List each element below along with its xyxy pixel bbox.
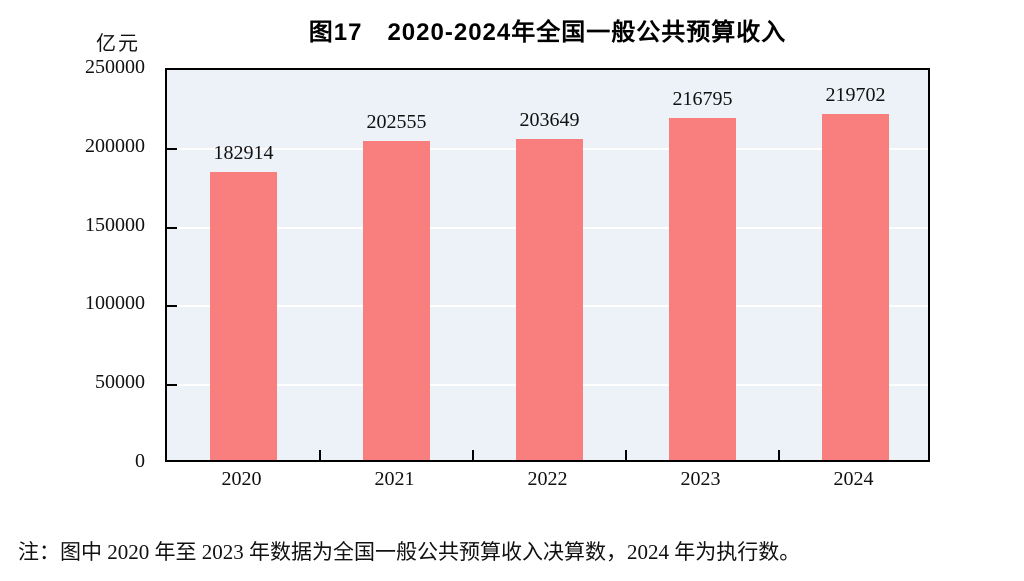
x-category-label: 2022: [527, 468, 568, 490]
x-tick-mark: [319, 450, 321, 460]
bar-value-label: 216795: [672, 88, 733, 111]
y-tick-label: 100000: [85, 292, 145, 315]
chart-title: 图17 2020-2024年全国一般公共预算收入: [308, 19, 787, 46]
x-axis: 2020 2021 2022 2023 2024: [165, 468, 930, 496]
x-category-label: 2023: [680, 468, 721, 490]
y-tick-mark: [167, 226, 177, 229]
y-axis-unit-label: 亿元: [96, 33, 140, 55]
x-tick-mark: [778, 450, 780, 460]
x-tick-mark: [625, 450, 627, 460]
bar: [669, 118, 736, 460]
y-tick-label: 150000: [85, 213, 145, 236]
bar-value-label: 202555: [366, 110, 427, 133]
x-category-label: 2021: [374, 468, 415, 490]
chart-footnote: 注：图中 2020 年至 2023 年数据为全国一般公共预算收入决算数，2024…: [18, 540, 801, 564]
plot-area: 182914 202555 203649 216795 219702: [165, 68, 930, 462]
bar: [516, 139, 583, 460]
y-tick-label: 200000: [85, 134, 145, 157]
y-tick-label: 250000: [85, 56, 145, 78]
x-category-label: 2024: [833, 468, 874, 490]
bar-value-label: 203649: [519, 109, 580, 132]
y-tick-mark: [167, 147, 177, 150]
y-axis: 0 50000 100000 150000 200000 250000: [0, 56, 155, 472]
y-tick-mark: [167, 305, 177, 308]
bar-value-label: 182914: [213, 141, 274, 164]
x-category-label: 2020: [221, 468, 262, 490]
y-tick-mark: [167, 384, 177, 387]
y-tick-label: 0: [135, 450, 145, 472]
bar: [210, 171, 277, 460]
bar: [363, 140, 430, 460]
bar-value-label: 219702: [825, 83, 886, 106]
y-tick-label: 50000: [95, 371, 145, 394]
bar: [822, 113, 889, 460]
x-tick-mark: [472, 450, 474, 460]
